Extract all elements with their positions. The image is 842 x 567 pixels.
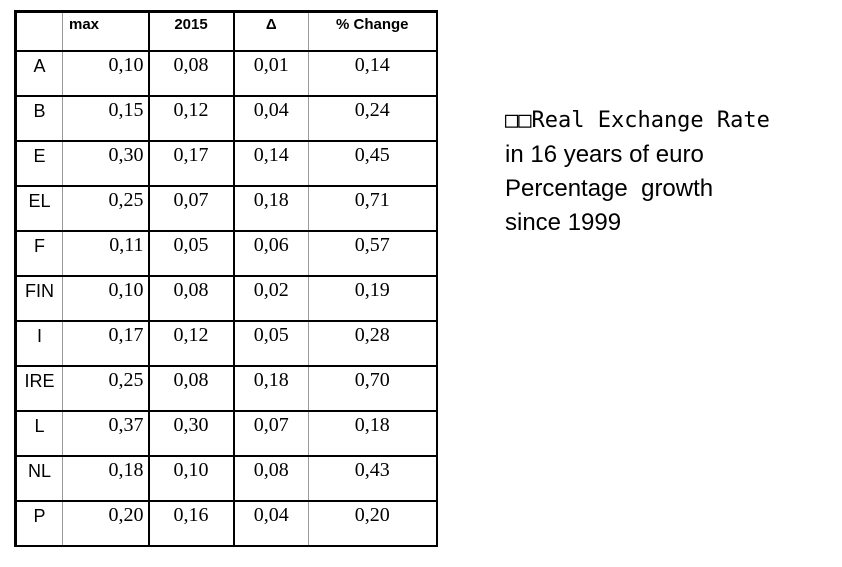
cell-pct-change: 0,14 (354, 54, 390, 76)
note-line-title: □□Real Exchange Rate (505, 108, 770, 133)
column-header-2015: 2015 (148, 11, 235, 51)
cell-pct-change: 0,28 (354, 324, 390, 346)
note-line-2: in 16 years of euro (505, 141, 704, 168)
cell-2015: 0,17 (148, 141, 235, 186)
cell-2015: 0,16 (148, 501, 235, 546)
cell-max: 0,30 (62, 141, 150, 186)
table-header-row: max 2015 Δ % Change (15, 11, 437, 51)
note-line-4: since 1999 (505, 209, 622, 236)
cell-delta: 0,02 (233, 276, 309, 321)
cell-2015: 0,08 (148, 51, 235, 96)
cell-max: 0,10 (62, 276, 150, 321)
cell-2015: 0,05 (148, 231, 235, 276)
cell-delta: 0,01 (233, 51, 309, 96)
cell-max: 0,11 (62, 231, 150, 276)
row-label: I (15, 321, 63, 366)
table-row: F 0,11 0,05 0,06 0,57 (15, 231, 437, 276)
table-row: NL 0,18 0,10 0,08 0,43 (15, 456, 437, 501)
note-line-3: Percentage growth (505, 175, 714, 202)
row-label: E (15, 141, 63, 186)
cell-pct-change: 0,57 (354, 234, 390, 256)
cell-pct-change: 0,71 (354, 189, 390, 211)
exchange-rate-table: max 2015 Δ% Change A 0,10 0,08 0,01 0,14 B 0,15 0… (14, 10, 438, 547)
column-header-pct-change: % Change (335, 16, 409, 33)
cell-pct-change: 0,43 (354, 459, 390, 481)
cell-delta: 0,06 (233, 231, 309, 276)
cell-max: 0,25 (62, 186, 150, 231)
row-label: P (15, 501, 63, 546)
cell-2015: 0,07 (148, 186, 235, 231)
row-label: EL (15, 186, 63, 231)
table-row: E 0,30 0,17 0,14 0,45 (15, 141, 437, 186)
table-row: IRE 0,25 0,08 0,18 0,70 (15, 366, 437, 411)
table-row: A 0,10 0,08 0,01 0,14 (15, 51, 437, 96)
cell-2015: 0,08 (148, 276, 235, 321)
cell-max: 0,10 (62, 51, 150, 96)
cell-pct-change: 0,19 (354, 279, 390, 301)
column-header-delta: Δ (233, 11, 309, 51)
table-row: I 0,17 0,12 0,05 0,28 (15, 321, 437, 366)
cell-delta: 0,18 (233, 186, 309, 231)
column-header-rowlabel (15, 11, 63, 51)
cell-2015: 0,08 (148, 366, 235, 411)
cell-max: 0,17 (62, 321, 150, 366)
cell-delta: 0,08 (233, 456, 309, 501)
row-label: F (15, 231, 63, 276)
cell-2015: 0,30 (148, 411, 235, 456)
cell-2015: 0,10 (148, 456, 235, 501)
table-row: FIN 0,10 0,08 0,02 0,19 (15, 276, 437, 321)
cell-max: 0,20 (62, 501, 150, 546)
cell-delta: 0,05 (233, 321, 309, 366)
column-header-max: max (62, 11, 150, 51)
cell-max: 0,37 (62, 411, 150, 456)
table-row: L 0,37 0,30 0,07 0,18 (15, 411, 437, 456)
row-label: FIN (15, 276, 63, 321)
cell-pct-change: 0,45 (354, 144, 390, 166)
row-label: B (15, 96, 63, 141)
cell-max: 0,15 (62, 96, 150, 141)
cell-pct-change: 0,24 (354, 99, 390, 121)
cell-delta: 0,07 (233, 411, 309, 456)
cell-2015: 0,12 (148, 321, 235, 366)
cell-pct-change: 0,70 (354, 369, 390, 391)
cell-delta: 0,04 (233, 501, 309, 546)
note-text-block: □□Real Exchange Rate in 16 years of euro… (505, 104, 835, 240)
table-row: EL 0,25 0,07 0,18 0,71 (15, 186, 437, 231)
cell-2015: 0,12 (148, 96, 235, 141)
cell-pct-change: 0,18 (354, 414, 390, 436)
cell-pct-change: 0,20 (354, 504, 390, 526)
table-row: B 0,15 0,12 0,04 0,24 (15, 96, 437, 141)
row-label: A (15, 51, 63, 96)
cell-max: 0,25 (62, 366, 150, 411)
row-label: IRE (15, 366, 63, 411)
cell-max: 0,18 (62, 456, 150, 501)
cell-delta: 0,04 (233, 96, 309, 141)
cell-delta: 0,14 (233, 141, 309, 186)
row-label: NL (15, 456, 63, 501)
row-label: L (15, 411, 63, 456)
cell-delta: 0,18 (233, 366, 309, 411)
table-row: P 0,20 0,16 0,04 0,20 (15, 501, 437, 546)
